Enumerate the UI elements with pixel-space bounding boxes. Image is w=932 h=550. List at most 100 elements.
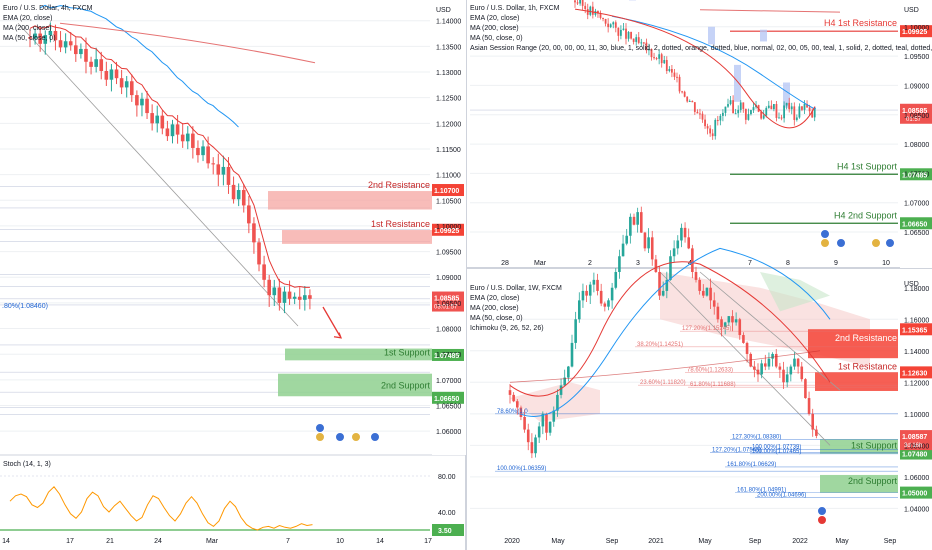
bottom-right-panel (470, 206, 932, 550)
candle (811, 413, 815, 430)
level-label: 2nd Support (848, 476, 898, 486)
event-icon (836, 238, 846, 248)
time-axis-tick: 2020 (504, 538, 520, 545)
candle (729, 100, 732, 105)
candle (170, 124, 175, 137)
candle (589, 6, 592, 15)
candle (140, 98, 144, 106)
session-box (708, 26, 715, 45)
level-tag-label: 1.05000 (902, 491, 927, 498)
price-axis-tick: 1.18000 (904, 286, 929, 293)
candle (762, 115, 765, 119)
event-icon (335, 432, 345, 442)
candle (811, 111, 814, 118)
event-icon (315, 423, 325, 433)
stoch-tick: 80.00 (438, 474, 456, 481)
session-box (760, 29, 767, 42)
price-axis-tick: 1.09500 (904, 54, 929, 61)
candle (165, 128, 170, 137)
candle (694, 272, 698, 280)
candle (671, 69, 673, 73)
candle (617, 27, 620, 36)
candle (756, 369, 760, 375)
level-label-1st-resistance: 1st Resistance (371, 219, 430, 229)
candle (602, 17, 604, 19)
candle (723, 322, 727, 328)
candle (609, 24, 612, 28)
support-zone-2 (278, 373, 432, 397)
candle (742, 335, 745, 343)
candle (618, 256, 621, 272)
legend-entry: Euro / U.S. Dollar, 1h, FXCM (470, 5, 560, 12)
candle (804, 379, 807, 399)
candle (709, 128, 712, 134)
event-icon (370, 432, 380, 442)
candle (160, 115, 165, 129)
candle (534, 437, 537, 454)
candle (714, 119, 717, 137)
support-zone-1 (285, 348, 432, 361)
candle (676, 240, 680, 249)
candle (727, 316, 731, 323)
candle (38, 33, 42, 44)
candle (701, 113, 704, 120)
candle (545, 413, 548, 433)
price-axis-tick: 1.04000 (904, 506, 929, 513)
candle (739, 102, 742, 110)
candle (696, 111, 699, 114)
candle (632, 216, 636, 225)
candle (206, 146, 210, 164)
time-axis-tick: 21 (106, 538, 114, 545)
price-axis-tick: 1.10500 (436, 198, 461, 205)
level-tag-label: 1.07480 (902, 452, 927, 459)
time-axis-tick: 10 (882, 260, 890, 267)
candle (515, 401, 519, 408)
fib-label: 78.60%(1.0 (497, 409, 528, 415)
candle (191, 133, 195, 148)
level-label: 1st Resistance (838, 361, 897, 371)
candle (698, 279, 701, 291)
time-axis-tick: 28 (501, 260, 509, 267)
level-label-2nd-support: 2nd Support (381, 380, 431, 390)
price-axis-tick: 1.07500 (436, 352, 461, 359)
candle (541, 413, 545, 427)
candle (806, 103, 808, 108)
candle (663, 59, 666, 64)
candle (722, 112, 724, 116)
candle (196, 147, 200, 156)
candle (523, 416, 526, 430)
candle (574, 319, 577, 343)
candle (610, 287, 614, 301)
candle (693, 102, 696, 112)
candle (793, 358, 796, 367)
candle (669, 256, 672, 280)
level-tag-label: 1.09925 (902, 29, 927, 36)
level-tag (900, 25, 932, 38)
candle (567, 366, 570, 378)
price-tag (432, 291, 464, 312)
event-icon (315, 432, 325, 442)
candle (636, 212, 639, 225)
price-tag-countdown: 03:01:57 (434, 305, 458, 311)
candle (719, 115, 722, 121)
candle (676, 76, 678, 78)
ema-line (509, 261, 831, 397)
candle (145, 98, 149, 114)
candle (788, 102, 791, 110)
candle (508, 390, 512, 395)
candle (753, 366, 756, 370)
fib-label: 127.20%(1.15245) (682, 326, 731, 332)
candle (584, 5, 587, 10)
candle (308, 295, 312, 299)
candle (767, 358, 771, 367)
candle (745, 342, 749, 354)
candle (607, 23, 610, 28)
candle (688, 101, 691, 103)
price-axis-tick: 1.10000 (904, 25, 929, 32)
candle (556, 394, 559, 411)
time-axis-tick: Sep (606, 538, 619, 545)
candle (577, 300, 581, 320)
price-axis-tick: 1.10000 (436, 224, 461, 231)
legend-entry: Asian Session Range (20, 00, 00, 00, 11,… (470, 45, 932, 52)
